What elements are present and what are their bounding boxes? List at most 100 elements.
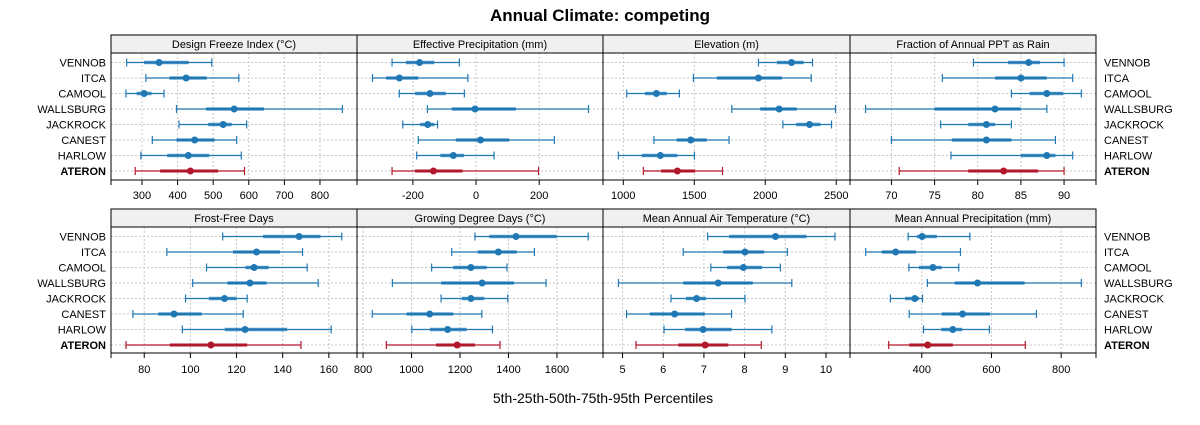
x-tick-label: 70 [885,190,897,202]
median-point [467,264,475,271]
x-tick-label: 10 [820,364,832,376]
interval-canest [371,310,483,318]
row-label-wallsburg: WALLSBURG [37,104,106,116]
median-point [416,59,424,66]
median-point [140,90,148,97]
x-tick-label: 1000 [399,364,423,376]
interval-camool [1010,89,1082,98]
row-label-vennob: VENNOB [1104,232,1150,244]
row-label-canest: CANEST [1104,135,1149,147]
interval-ateron [125,341,302,349]
median-point [221,295,229,302]
interval-vennob [474,232,589,241]
x-tick-label: 5 [619,364,625,376]
row-label-ateron: ATERON [60,340,106,352]
panel-title: Mean Annual Precipitation (mm) [895,213,1052,225]
row-label-harlow: HARLOW [1104,325,1153,337]
median-point [476,136,484,144]
row-label-wallsburg: WALLSBURG [1104,104,1173,116]
row-label-itca: ITCA [81,247,107,259]
median-point [1043,152,1051,159]
interval-jackrock [940,120,1013,129]
median-point [444,326,452,333]
panel-title: Growing Degree Days (°C) [415,213,546,225]
median-point [699,326,707,333]
median-point [671,310,679,318]
interval-ateron [898,167,1065,175]
panel-border [356,52,604,181]
panels: Design Freeze Index (°C)300 400 500 600 700 8… [37,34,1173,376]
interval-itca [451,248,536,256]
x-tick-label: 7 [701,364,707,376]
panel-border [849,226,1097,354]
x-tick-label: 75 [928,190,940,202]
row-label-camool: CAMOOL [58,89,106,101]
median-point [687,136,695,144]
median-point [253,248,261,256]
row-label-jackrock: JACKROCK [1104,120,1165,132]
row-label-jackrock: JACKROCK [46,294,107,306]
median-point [453,341,461,349]
median-point [714,279,722,287]
interval-wallsburg [864,105,1048,113]
x-tick-label: 600 [982,364,1000,376]
x-tick-label: 2500 [824,190,848,202]
interval-camool [626,89,680,98]
row-label-wallsburg: WALLSBURG [37,278,106,290]
panel: Elevation (m) 1000 1500 2000 2500 [602,34,851,202]
interval-harlow [950,151,1074,160]
panel-border [356,226,604,354]
interval-camool [205,263,308,272]
interval-camool [398,89,465,98]
interval-vennob [706,232,836,241]
interval-canest [151,136,238,144]
interval-harlow [181,325,332,334]
row-label-vennob: VENNOB [60,58,106,70]
interval-wallsburg [391,279,547,287]
median-point [806,121,814,128]
interval-jackrock [184,294,248,303]
interval-camool [431,263,508,272]
panel-border [602,52,851,181]
interval-jackrock [670,294,746,303]
interval-vennob [972,58,1065,67]
panel-title: Design Freeze Index (°C) [172,39,296,51]
x-tick-label: 6 [660,364,666,376]
median-point [911,295,919,302]
interval-wallsburg [426,105,590,113]
x-tick-label: 700 [275,190,293,202]
row-label-camool: CAMOOL [58,263,106,275]
interval-ateron [642,167,724,175]
row-label-camool: CAMOOL [1104,263,1152,275]
x-tick-label: 140 [274,364,292,376]
interval-itca [145,74,240,82]
panel: Effective Precipitation (mm) -200 0 200 [356,34,604,202]
interval-wallsburg [617,279,793,287]
median-point [1017,74,1025,82]
x-tick-label: 400 [913,364,931,376]
panel: Mean Annual Air Temperature (°C) 5 6 7 8 9 10 [602,208,851,376]
interval-harlow [140,151,242,160]
panel-border [110,226,358,354]
interval-vennob [391,58,460,67]
median-point [929,264,937,271]
x-tick-label: 800 [354,364,372,376]
x-tick-label: -200 [402,190,424,202]
median-point [741,248,749,256]
x-tick-label: 1000 [611,190,635,202]
median-point [191,136,199,144]
interval-itca [682,248,788,256]
row-label-ateron: ATERON [1104,166,1150,178]
row-label-canest: CANEST [1104,309,1149,321]
median-point [395,74,403,82]
median-point [426,310,434,318]
interval-vennob [907,232,971,241]
panel-title: Elevation (m) [694,39,759,51]
interval-wallsburg [192,279,319,287]
median-point [230,105,238,113]
interval-itca [941,74,1074,82]
median-point [918,233,926,240]
x-tick-label: 0 [473,190,479,202]
x-tick-label: 80 [972,190,984,202]
panel-title: Fraction of Annual PPT as Rain [896,39,1049,51]
